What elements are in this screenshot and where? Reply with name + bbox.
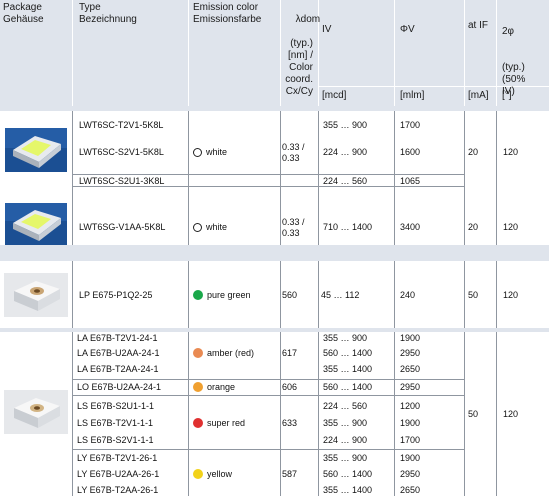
iv-cell: 355 … 900 (323, 418, 368, 428)
unit-if: [mA] (468, 90, 489, 101)
iv-cell: 355 … 1400 (323, 364, 373, 374)
iv-cell: 45 … 112 (321, 290, 360, 300)
table-header: Package Gehäuse Type Bezeichnung Emissio… (0, 0, 549, 106)
header-viewing-angle: 2φ (typ.) (50% IV) (502, 2, 525, 122)
viewing-angle-cell: 120 (503, 222, 519, 232)
group-separator (0, 106, 549, 111)
header-dominant-wavelength-symbol: λdom (295, 14, 321, 25)
flux-cell: 240 (400, 290, 416, 300)
white-dot-icon (193, 223, 202, 232)
iv-cell: 560 … 1400 (323, 469, 373, 479)
type-cell: LWT6SC-T2V1-5K8L (79, 120, 164, 130)
group-separator (0, 328, 549, 332)
iv-cell: 355 … 900 (323, 120, 368, 130)
flux-cell: 1200 (400, 401, 421, 411)
type-cell: LP E675-P1Q2-25 (79, 290, 153, 300)
flux-cell: 1700 (400, 435, 421, 445)
type-cell: LO E67B-U2AA-24-1 (77, 382, 162, 392)
type-cell: LY E67B-T2AA-26-1 (77, 485, 159, 495)
group-separator (0, 245, 549, 261)
forward-current-cell: 20 (468, 222, 479, 232)
dominant-wavelength-cell: 0.33 / 0.33 (282, 142, 305, 163)
emission-cell: super red (193, 418, 245, 429)
type-cell: LY E67B-U2AA-26-1 (77, 469, 160, 479)
iv-cell: 355 … 1400 (323, 485, 373, 495)
type-cell: LWT6SC-S2U1-3K8L (79, 176, 165, 186)
white-dot-icon (193, 148, 202, 157)
dominant-wavelength-cell: 587 (282, 469, 298, 479)
header-package: Package Gehäuse (3, 2, 44, 25)
unit-angle: [°] (502, 90, 512, 101)
iv-cell: 355 … 900 (323, 453, 368, 463)
iv-cell: 560 … 1400 (323, 348, 373, 358)
smd-led-pure-green-icon (4, 273, 68, 317)
emission-cell: orange (193, 382, 235, 393)
orange-dot-icon (193, 382, 203, 392)
emission-cell: white (193, 147, 227, 158)
type-cell: LY E67B-T2V1-26-1 (77, 453, 158, 463)
viewing-angle-cell: 120 (503, 409, 519, 419)
forward-current-cell: 50 (468, 409, 479, 419)
emission-cell: pure green (193, 290, 251, 301)
flux-cell: 3400 (400, 222, 421, 232)
type-cell: LA E67B-T2V1-24-1 (77, 333, 158, 343)
iv-cell: 224 … 560 (323, 176, 368, 186)
smd-led-multicolor-icon (4, 390, 68, 434)
flux-cell: 1900 (400, 453, 421, 463)
flux-cell: 1600 (400, 147, 421, 157)
iv-cell: 355 … 900 (323, 333, 368, 343)
iv-cell: 224 … 900 (323, 435, 368, 445)
iv-cell: 710 … 1400 (323, 222, 373, 232)
dominant-wavelength-cell: 560 (282, 290, 298, 300)
flux-cell: 2950 (400, 348, 421, 358)
emission-cell: white (193, 222, 227, 233)
type-cell: LWT6SC-S2V1-5K8L (79, 147, 164, 157)
header-dominant-wavelength: λdom (typ.) [nm] / Color coord. Cx/Cy (279, 2, 320, 122)
header-luminous-intensity: IV (322, 24, 332, 35)
type-cell: LS E67B-T2V1-1-1 (77, 418, 154, 428)
unit-phiv: [mlm] (400, 90, 425, 101)
viewing-angle-cell: 120 (503, 290, 519, 300)
green-dot-icon (193, 290, 203, 300)
smd-led-white-yellow-chip-icon (5, 128, 67, 172)
type-cell: LWT6SG-V1AA-5K8L (79, 222, 166, 232)
forward-current-cell: 50 (468, 290, 479, 300)
flux-cell: 1700 (400, 120, 421, 130)
type-cell: LS E67B-S2U1-1-1 (77, 401, 155, 411)
header-luminous-flux: ΦV (400, 24, 415, 35)
yellow-dot-icon (193, 469, 203, 479)
amber-dot-icon (193, 348, 203, 358)
unit-iv: [mcd] (322, 90, 347, 101)
header-viewing-angle-details: (typ.) (50% IV) (502, 62, 526, 97)
viewing-angle-cell: 120 (503, 147, 519, 157)
dominant-wavelength-cell: 0.33 / 0.33 (282, 217, 305, 238)
flux-cell: 1900 (400, 333, 421, 343)
flux-cell: 1900 (400, 418, 421, 428)
flux-cell: 2650 (400, 485, 421, 495)
type-cell: LA E67B-U2AA-24-1 (77, 348, 160, 358)
iv-cell: 224 … 900 (323, 147, 368, 157)
flux-cell: 2650 (400, 364, 421, 374)
red-dot-icon (193, 418, 203, 428)
header-type: Type Bezeichnung (79, 2, 137, 25)
header-viewing-angle-symbol: 2φ (502, 26, 515, 37)
flux-cell: 2950 (400, 469, 421, 479)
header-forward-current: at IF (468, 20, 489, 31)
dominant-wavelength-cell: 606 (282, 382, 298, 392)
type-cell: LA E67B-T2AA-24-1 (77, 364, 159, 374)
dominant-wavelength-cell: 633 (282, 418, 298, 428)
header-emission-color: Emission color Emissionsfarbe (193, 2, 262, 25)
iv-cell: 560 … 1400 (323, 382, 373, 392)
dominant-wavelength-cell: 617 (282, 348, 298, 358)
header-dominant-wavelength-details: (typ.) [nm] / Color coord. Cx/Cy (285, 38, 313, 97)
type-cell: LS E67B-S2V1-1-1 (77, 435, 154, 445)
iv-cell: 224 … 560 (323, 401, 368, 411)
emission-cell: yellow (193, 469, 232, 480)
flux-cell: 2950 (400, 382, 421, 392)
flux-cell: 1065 (400, 176, 421, 186)
emission-cell: amber (red) (193, 348, 254, 359)
smd-led-white-yellow-chip-icon (5, 203, 67, 245)
forward-current-cell: 20 (468, 147, 479, 157)
